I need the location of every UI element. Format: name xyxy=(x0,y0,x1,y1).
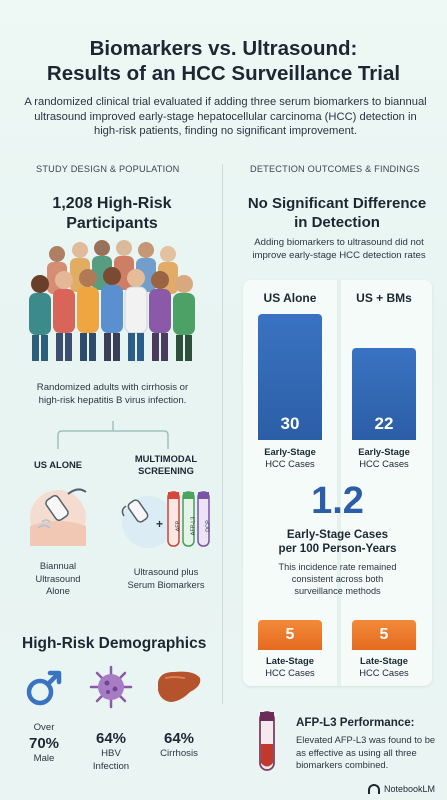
demographics-title: High-Risk Demographics xyxy=(22,635,207,652)
late-label-2a: HCC Cases xyxy=(265,667,315,678)
late-stage-label-us-alone: Late-Stage HCC Cases xyxy=(250,655,330,679)
rate-caption-2: consistent across both xyxy=(291,574,384,584)
incidence-rate-title: Early-Stage Cases per 100 Person-Years xyxy=(243,528,432,556)
crowd-caption-line-2: high-risk hepatitis B virus infection. xyxy=(38,395,187,406)
hbv-label-2: Infection xyxy=(92,760,130,772)
early-label-2b: HCC Cases xyxy=(359,458,409,469)
demographic-hbv: 64% HBV Infection xyxy=(84,730,138,773)
method-multimodal-title: MULTIMODAL SCREENING xyxy=(120,453,212,477)
afp-l3-title: AFP-L3 Performance: xyxy=(296,716,415,729)
early-stage-bar-us-bms xyxy=(352,348,416,440)
intro-text: A randomized clinical trial evaluated if… xyxy=(24,96,427,137)
right-section-title: DETECTION OUTCOMES & FINDINGS xyxy=(250,164,420,174)
method-a-caption-2: Ultrasound xyxy=(35,573,81,584)
afp-l3-text: Elevated AFP-L3 was found to be as effec… xyxy=(296,734,436,770)
participants-line-1: 1,208 High-Risk xyxy=(52,195,172,212)
rate-caption-1: This incidence rate remained xyxy=(278,562,397,572)
rate-caption-3: surveillance methods xyxy=(294,586,381,596)
page-title: Biomarkers vs. Ultrasound: Results of an… xyxy=(10,36,437,86)
male-label: Male xyxy=(33,752,55,764)
early-stage-bar-us-alone xyxy=(258,314,322,440)
notebooklm-logo-icon xyxy=(367,784,380,794)
method-b-title-1: MULTIMODAL xyxy=(134,453,198,464)
afp-l3-tube-icon xyxy=(259,711,275,771)
rate-title-2: per 100 Person-Years xyxy=(278,542,397,555)
footer-brand: NotebookLM xyxy=(367,784,435,794)
tube-label-afp-l3: AFP-L3 xyxy=(191,517,197,536)
participants-crowd-illustration xyxy=(29,240,195,361)
method-us-alone-title: US ALONE xyxy=(33,459,83,470)
method-multimodal-caption: Ultrasound plus Serum Biomarkers xyxy=(118,566,214,591)
hbv-label-1: HBV xyxy=(101,748,121,759)
category-label-us-alone: US Alone xyxy=(263,291,317,305)
hbv-value: 64% xyxy=(95,730,127,747)
demographic-cirrhosis: 64% Cirrhosis xyxy=(150,730,208,761)
category-label-us-bms: US + BMs xyxy=(356,291,412,305)
outcomes-card-divider xyxy=(337,280,341,686)
crowd-caption-line-1: Randomized adults with cirrhosis or xyxy=(36,382,189,393)
early-stage-label-us-bms: Early-Stage HCC Cases xyxy=(344,446,424,470)
male-prefix: Over xyxy=(33,722,55,733)
rate-title-1: Early-Stage Cases xyxy=(286,528,389,541)
findings-heading-2: in Detection xyxy=(294,214,380,231)
svg-text:+: + xyxy=(156,517,163,531)
footer-brand-text: NotebookLM xyxy=(383,784,435,794)
header: Biomarkers vs. Ultrasound: Results of an… xyxy=(0,0,447,160)
late-stage-label-us-bms: Late-Stage HCC Cases xyxy=(344,655,424,679)
late-label-1a: Late-Stage xyxy=(266,655,314,666)
title-line-1: Biomarkers vs. Ultrasound: xyxy=(89,37,358,60)
method-a-caption-3: Alone xyxy=(46,586,70,596)
ultrasound-probe-icon xyxy=(30,488,87,546)
late-stage-bar-us-bms: 5 xyxy=(352,620,416,650)
incidence-rate-caption: This incidence rate remained consistent … xyxy=(250,561,425,597)
probe-plus-biomarker-tubes-icon: + AFP AFP-L3 DCP xyxy=(121,491,212,548)
method-b-caption-1: Ultrasound plus xyxy=(133,567,199,577)
virus-icon xyxy=(89,665,133,709)
findings-subtitle: Adding biomarkers to ultrasound did not … xyxy=(236,236,442,262)
early-stage-label-us-alone: Early-Stage HCC Cases xyxy=(250,446,330,470)
cirrhosis-label: Cirrhosis xyxy=(160,748,198,759)
method-us-alone-caption: Biannual Ultrasound Alone xyxy=(22,560,94,598)
participants-line-2: Participants xyxy=(66,215,158,232)
late-stage-bar-us-alone: 5 xyxy=(258,620,322,650)
method-b-caption-2: Serum Biomarkers xyxy=(127,579,205,590)
method-a-caption-1: Biannual xyxy=(39,561,77,571)
findings-sub-1: Adding biomarkers to ultrasound did not xyxy=(254,237,424,248)
liver-icon xyxy=(158,671,201,702)
early-label-1b: Early-Stage xyxy=(358,446,410,457)
method-b-title-2: SCREENING xyxy=(138,465,194,476)
findings-heading: No Significant Difference in Detection xyxy=(232,194,442,232)
participants-heading: 1,208 High-Risk Participants xyxy=(12,194,212,234)
early-stage-value-us-alone: 30 xyxy=(280,414,300,433)
tube-label-afp: AFP xyxy=(176,520,182,531)
incidence-rate-value: 1.2 xyxy=(311,480,364,522)
left-section-title: STUDY DESIGN & POPULATION xyxy=(36,164,180,174)
late-label-1b: Late-Stage xyxy=(360,655,408,666)
male-symbol-icon xyxy=(26,670,62,706)
crowd-caption: Randomized adults with cirrhosis or high… xyxy=(10,381,215,407)
demographic-male: Over 70% Male xyxy=(18,722,70,765)
cirrhosis-value: 64% xyxy=(163,730,195,747)
male-value: 70% xyxy=(28,734,60,752)
early-stage-value-us-bms: 22 xyxy=(374,414,394,433)
column-divider xyxy=(222,164,223,704)
early-label-2a: HCC Cases xyxy=(265,458,315,469)
tube-label-dcp: DCP xyxy=(206,520,212,532)
randomization-bracket xyxy=(57,421,169,449)
findings-heading-1: No Significant Difference xyxy=(247,195,427,212)
title-line-2: Results of an HCC Surveillance Trial xyxy=(46,62,401,85)
findings-sub-2: improve early-stage HCC detection rates xyxy=(252,250,426,261)
late-label-2b: HCC Cases xyxy=(359,667,409,678)
early-label-1a: Early-Stage xyxy=(264,446,316,457)
